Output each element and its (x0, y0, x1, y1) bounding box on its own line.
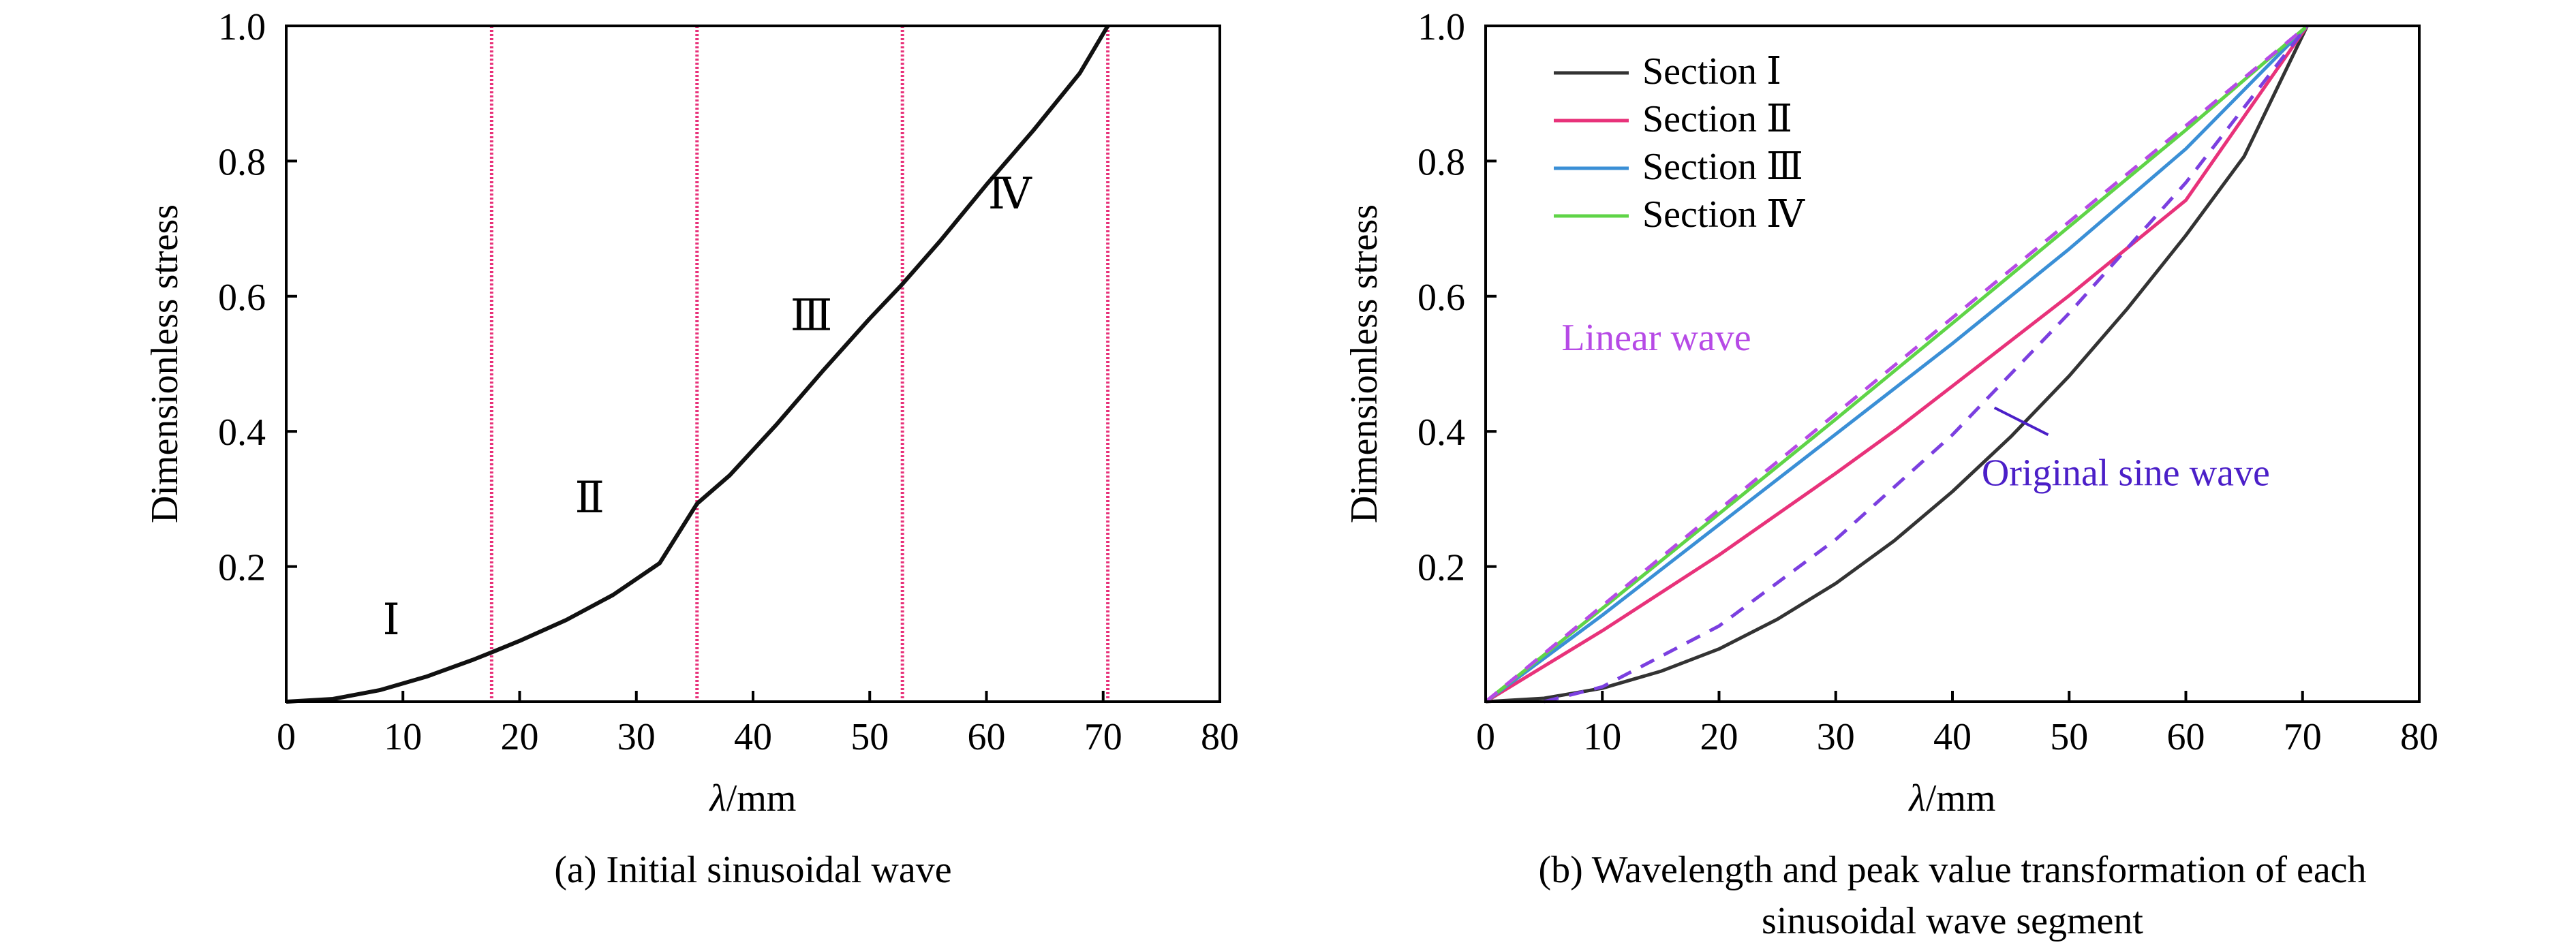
panel-a-sine-wave-line (286, 25, 1110, 704)
panel-b-y-axis-label: Dimensionless stress (1343, 204, 1385, 523)
panel-b-series-line (1484, 25, 2309, 704)
panel-a-section-label: Ⅳ (988, 170, 1032, 218)
panel-b-x-tick-label: 80 (2400, 716, 2438, 758)
panel-b-original-sine-pointer (1993, 406, 2049, 436)
panel-a-y-tick-label: 0.8 (218, 141, 266, 183)
panel-a-chart: 0 10 20 30 40 50 60 70 80 0.2 0.4 0.6 0.8 1.0 Ⅰ Ⅱ Ⅲ Ⅳ Di… (144, 6, 1239, 891)
panel-b-legend-label: Section Ⅲ (1642, 146, 1803, 188)
panel-a-x-axis-unit: /mm (726, 777, 797, 820)
panel-b-y-tick-label: 0.2 (1417, 547, 1465, 589)
panel-a-section-label: Ⅲ (791, 291, 833, 339)
panel-b-x-tick-label: 30 (1817, 716, 1855, 758)
panel-b-caption-line-1: (b) Wavelength and peak value transforma… (1538, 849, 2366, 891)
panel-b-x-tick-label: 10 (1583, 716, 1621, 758)
panel-b-x-tick-label: 0 (1476, 716, 1495, 758)
panel-b-linear-wave-label: Linear wave (1561, 317, 1751, 359)
panel-a-x-tick-label: 40 (734, 716, 772, 758)
panel-b-chart: 0 10 20 30 40 50 60 70 80 0.2 0.4 0.6 0.8 1.0 Section… (1343, 6, 2438, 942)
panel-b-x-tick-label: 40 (1933, 716, 1972, 758)
panel-a-x-tick-label: 0 (277, 716, 296, 758)
panel-a-plot-frame (285, 25, 1221, 703)
panel-b-series-line (1484, 25, 2309, 703)
panel-b-series-line (1485, 25, 2309, 704)
panel-b-y-tick-label: 0.8 (1417, 141, 1465, 183)
panel-b-plot-frame (1484, 25, 2421, 703)
panel-a-y-tick-label: 0.6 (218, 277, 266, 319)
panel-a-x-tick-label: 80 (1201, 716, 1239, 758)
panel-a-x-axis-symbol: λ (709, 777, 726, 820)
panel-a-x-tick-label: 10 (384, 716, 422, 758)
panel-b-x-axis-label: λ/mm (1908, 777, 1996, 820)
panel-a-x-tick-label: 70 (1084, 716, 1122, 758)
panel-b-series-line (1484, 25, 2309, 704)
panel-a-y-tick-label: 0.4 (218, 411, 266, 454)
panel-b-x-tick-label: 70 (2284, 716, 2322, 758)
panel-a-y-tick-label: 1.0 (218, 6, 266, 48)
panel-a-x-tick-label: 30 (617, 716, 656, 758)
panel-b-x-axis-unit: /mm (1926, 777, 1996, 820)
panel-a-x-tick-label: 50 (850, 716, 889, 758)
panel-a-section-label: Ⅰ (382, 595, 399, 644)
panel-b-legend: Section Ⅰ Section Ⅱ Section Ⅲ Section Ⅳ (1554, 50, 1805, 236)
panel-b-x-axis-symbol: λ (1908, 777, 1926, 820)
panel-a-section-label: Ⅱ (575, 473, 605, 522)
panel-b-y-tick-label: 0.4 (1417, 411, 1465, 454)
panel-b-series-line (1484, 25, 2309, 703)
panel-b-x-tick-label: 60 (2167, 716, 2205, 758)
panel-b-series-line (1543, 25, 2309, 704)
panel-a-y-tick-label: 0.2 (218, 547, 266, 589)
panel-a-y-axis-label: Dimensionless stress (144, 204, 186, 523)
panel-b-original-sine-label: Original sine wave (1982, 452, 2270, 495)
panel-a-caption: (a) Initial sinusoidal wave (554, 849, 951, 891)
panel-b-legend-label: Section Ⅰ (1642, 50, 1781, 93)
panel-a-x-tick-label: 20 (501, 716, 539, 758)
panel-b-x-tick-label: 50 (2050, 716, 2088, 758)
panel-b-legend-label: Section Ⅱ (1642, 98, 1792, 140)
panel-b-y-tick-label: 0.6 (1417, 277, 1465, 319)
panel-b-legend-label: Section Ⅳ (1642, 193, 1805, 236)
panel-b-x-tick-label: 20 (1700, 716, 1738, 758)
panel-a-x-tick-label: 60 (968, 716, 1006, 758)
panel-b-y-tick-label: 1.0 (1417, 6, 1465, 48)
panel-b-caption-line-2: sinusoidal wave segment (1762, 900, 2143, 942)
panel-a-x-axis-label: λ/mm (709, 777, 797, 820)
